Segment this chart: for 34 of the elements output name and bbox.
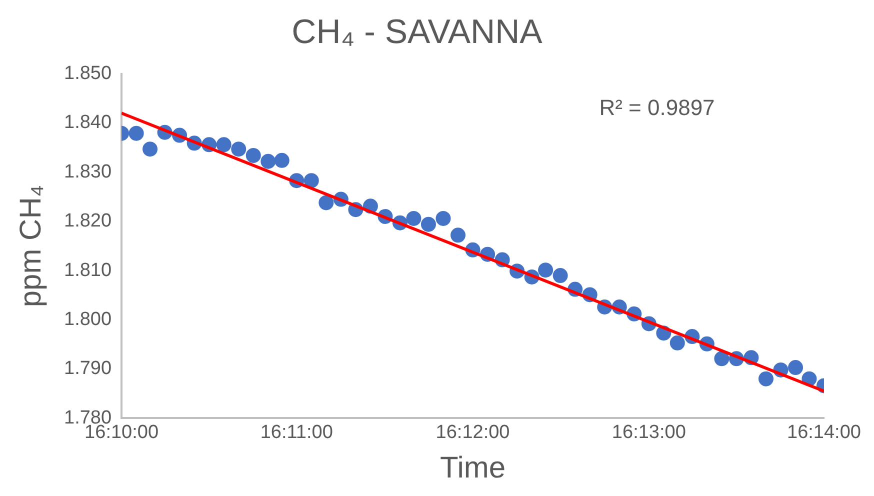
- point: [670, 335, 685, 350]
- point: [714, 351, 730, 366]
- point: [231, 142, 246, 157]
- point: [788, 360, 804, 376]
- annotation: R² = 0.9897: [599, 94, 715, 120]
- y-tick-label: 1.840: [64, 112, 112, 134]
- point: [274, 152, 290, 168]
- x-tick-label: 16:11:00: [260, 422, 333, 443]
- point: [450, 228, 466, 243]
- point: [128, 126, 144, 141]
- y-tick-label: 1.810: [64, 260, 112, 281]
- y-axis-title: ppm CH₄: [14, 184, 48, 308]
- x-axis-title: Time: [440, 451, 506, 484]
- point: [420, 216, 436, 232]
- point: [436, 210, 451, 226]
- y-tick-label: 1.820: [64, 210, 112, 232]
- point: [260, 154, 276, 169]
- point: [758, 371, 774, 386]
- x-tick-label: 16:14:00: [787, 422, 861, 443]
- point: [318, 195, 334, 210]
- x-tick-label: 16:13:00: [612, 422, 686, 443]
- point: [304, 173, 319, 188]
- point: [552, 268, 568, 284]
- point: [406, 210, 422, 226]
- y-tick-label: 1.800: [64, 309, 112, 330]
- y-tick-label: 1.790: [64, 358, 112, 380]
- point: [538, 262, 554, 278]
- point: [216, 137, 232, 152]
- x-tick-label: 16:12:00: [436, 422, 510, 443]
- y-tick-label: 1.850: [64, 63, 112, 84]
- point: [246, 148, 261, 163]
- point: [142, 142, 158, 157]
- y-tick-label: 1.830: [64, 161, 112, 182]
- chart-title: CH₄ - SAVANNA: [292, 12, 543, 51]
